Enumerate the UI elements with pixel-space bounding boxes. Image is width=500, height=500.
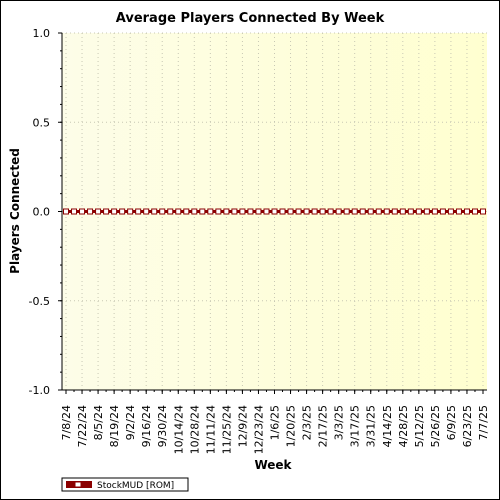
data-point — [455, 208, 462, 215]
data-point — [127, 208, 134, 215]
data-point — [287, 208, 294, 215]
data-point — [175, 208, 182, 215]
x-tick-label: 2/17/25 — [317, 405, 330, 447]
x-tick-label: 5/26/25 — [429, 405, 442, 447]
x-tick-label: 10/14/24 — [172, 405, 185, 454]
data-point — [295, 208, 302, 215]
x-tick-label: 12/9/24 — [236, 405, 249, 447]
data-point — [327, 208, 334, 215]
y-tick-label: 1.0 — [33, 27, 51, 40]
y-axis-title: Players Connected — [8, 148, 22, 274]
series-layer — [63, 208, 486, 215]
data-point — [143, 208, 150, 215]
data-point — [239, 208, 246, 215]
x-tick-label: 2/3/25 — [301, 405, 314, 440]
data-point — [439, 208, 446, 215]
x-tick-label: 9/2/24 — [124, 405, 137, 440]
x-tick-label: 4/28/25 — [397, 405, 410, 447]
data-point — [63, 208, 69, 215]
data-point — [383, 208, 390, 215]
x-tick-label: 11/11/24 — [204, 405, 217, 454]
x-tick-label: 4/14/25 — [381, 405, 394, 447]
y-tick-label: -1.0 — [29, 384, 50, 397]
data-point — [319, 208, 326, 215]
y-tick-label: -0.5 — [29, 295, 50, 308]
x-tick-label: 1/6/25 — [269, 405, 282, 440]
data-point — [135, 208, 142, 215]
x-tick-label: 9/30/24 — [156, 405, 169, 447]
legend: StockMUD [ROM] — [61, 477, 189, 492]
data-point — [480, 208, 486, 215]
data-point — [335, 208, 342, 215]
data-point — [191, 208, 198, 215]
legend-marker — [74, 481, 82, 488]
data-point — [79, 208, 86, 215]
data-point — [359, 208, 366, 215]
x-tick-label: 1/20/25 — [285, 405, 298, 447]
data-point — [271, 208, 278, 215]
data-point — [367, 208, 374, 215]
data-point — [111, 208, 118, 215]
y-tick-label: 0.0 — [33, 206, 51, 219]
data-point — [167, 208, 174, 215]
x-tick-label: 6/23/25 — [461, 405, 474, 447]
x-tick-label: 8/19/24 — [108, 405, 121, 447]
data-point — [207, 208, 214, 215]
x-tick-label: 12/23/24 — [252, 405, 265, 454]
data-point — [231, 208, 238, 215]
data-point — [247, 208, 254, 215]
legend-box — [61, 477, 189, 492]
data-point — [399, 208, 406, 215]
x-tick-label: 7/7/25 — [477, 405, 490, 440]
data-point — [223, 208, 230, 215]
data-point — [215, 208, 222, 215]
data-point — [199, 208, 206, 215]
data-point — [343, 208, 350, 215]
data-point — [431, 208, 438, 215]
x-axis-title: Week — [254, 458, 292, 472]
data-point — [375, 208, 382, 215]
data-point — [159, 208, 166, 215]
x-tick-label: 10/28/24 — [188, 405, 201, 454]
chart-title: Average Players Connected By Week — [116, 11, 385, 26]
data-point — [279, 208, 286, 215]
data-point — [407, 208, 414, 215]
x-tick-label: 9/16/24 — [140, 405, 153, 447]
legend-label: StockMUD [ROM] — [97, 481, 174, 491]
x-tick-label: 7/8/24 — [60, 405, 73, 440]
data-point — [447, 208, 454, 215]
x-tick-label: 3/3/25 — [333, 405, 346, 440]
data-point — [263, 208, 270, 215]
data-point — [391, 208, 398, 215]
data-point — [119, 208, 126, 215]
x-axis-ticks: 7/8/24 7/22/24 8/5/24 8/19/24 9/2/24 9/16/24 9… — [60, 390, 490, 454]
data-point — [183, 208, 190, 215]
data-point — [103, 208, 110, 215]
x-tick-label: 3/31/25 — [365, 405, 378, 447]
data-point — [95, 208, 102, 215]
x-tick-label: 7/22/24 — [76, 405, 89, 447]
x-tick-label: 8/5/24 — [92, 405, 105, 440]
data-point — [351, 208, 358, 215]
data-point — [415, 208, 422, 215]
x-tick-label: 3/17/25 — [349, 405, 362, 447]
y-tick-label: 0.5 — [33, 116, 51, 129]
data-point — [471, 208, 478, 215]
x-tick-label: 11/25/24 — [220, 405, 233, 454]
x-tick-label: 6/9/25 — [445, 405, 458, 440]
x-tick-label: 5/12/25 — [413, 405, 426, 447]
data-point — [151, 208, 158, 215]
data-point — [87, 208, 94, 215]
data-point — [255, 208, 262, 215]
data-point — [303, 208, 310, 215]
data-point — [423, 208, 430, 215]
y-axis-ticks: 1.0 0.5 0.0 -0.5 -1.0 — [29, 27, 62, 397]
data-point — [311, 208, 318, 215]
data-point — [463, 208, 470, 215]
data-point — [71, 208, 78, 215]
